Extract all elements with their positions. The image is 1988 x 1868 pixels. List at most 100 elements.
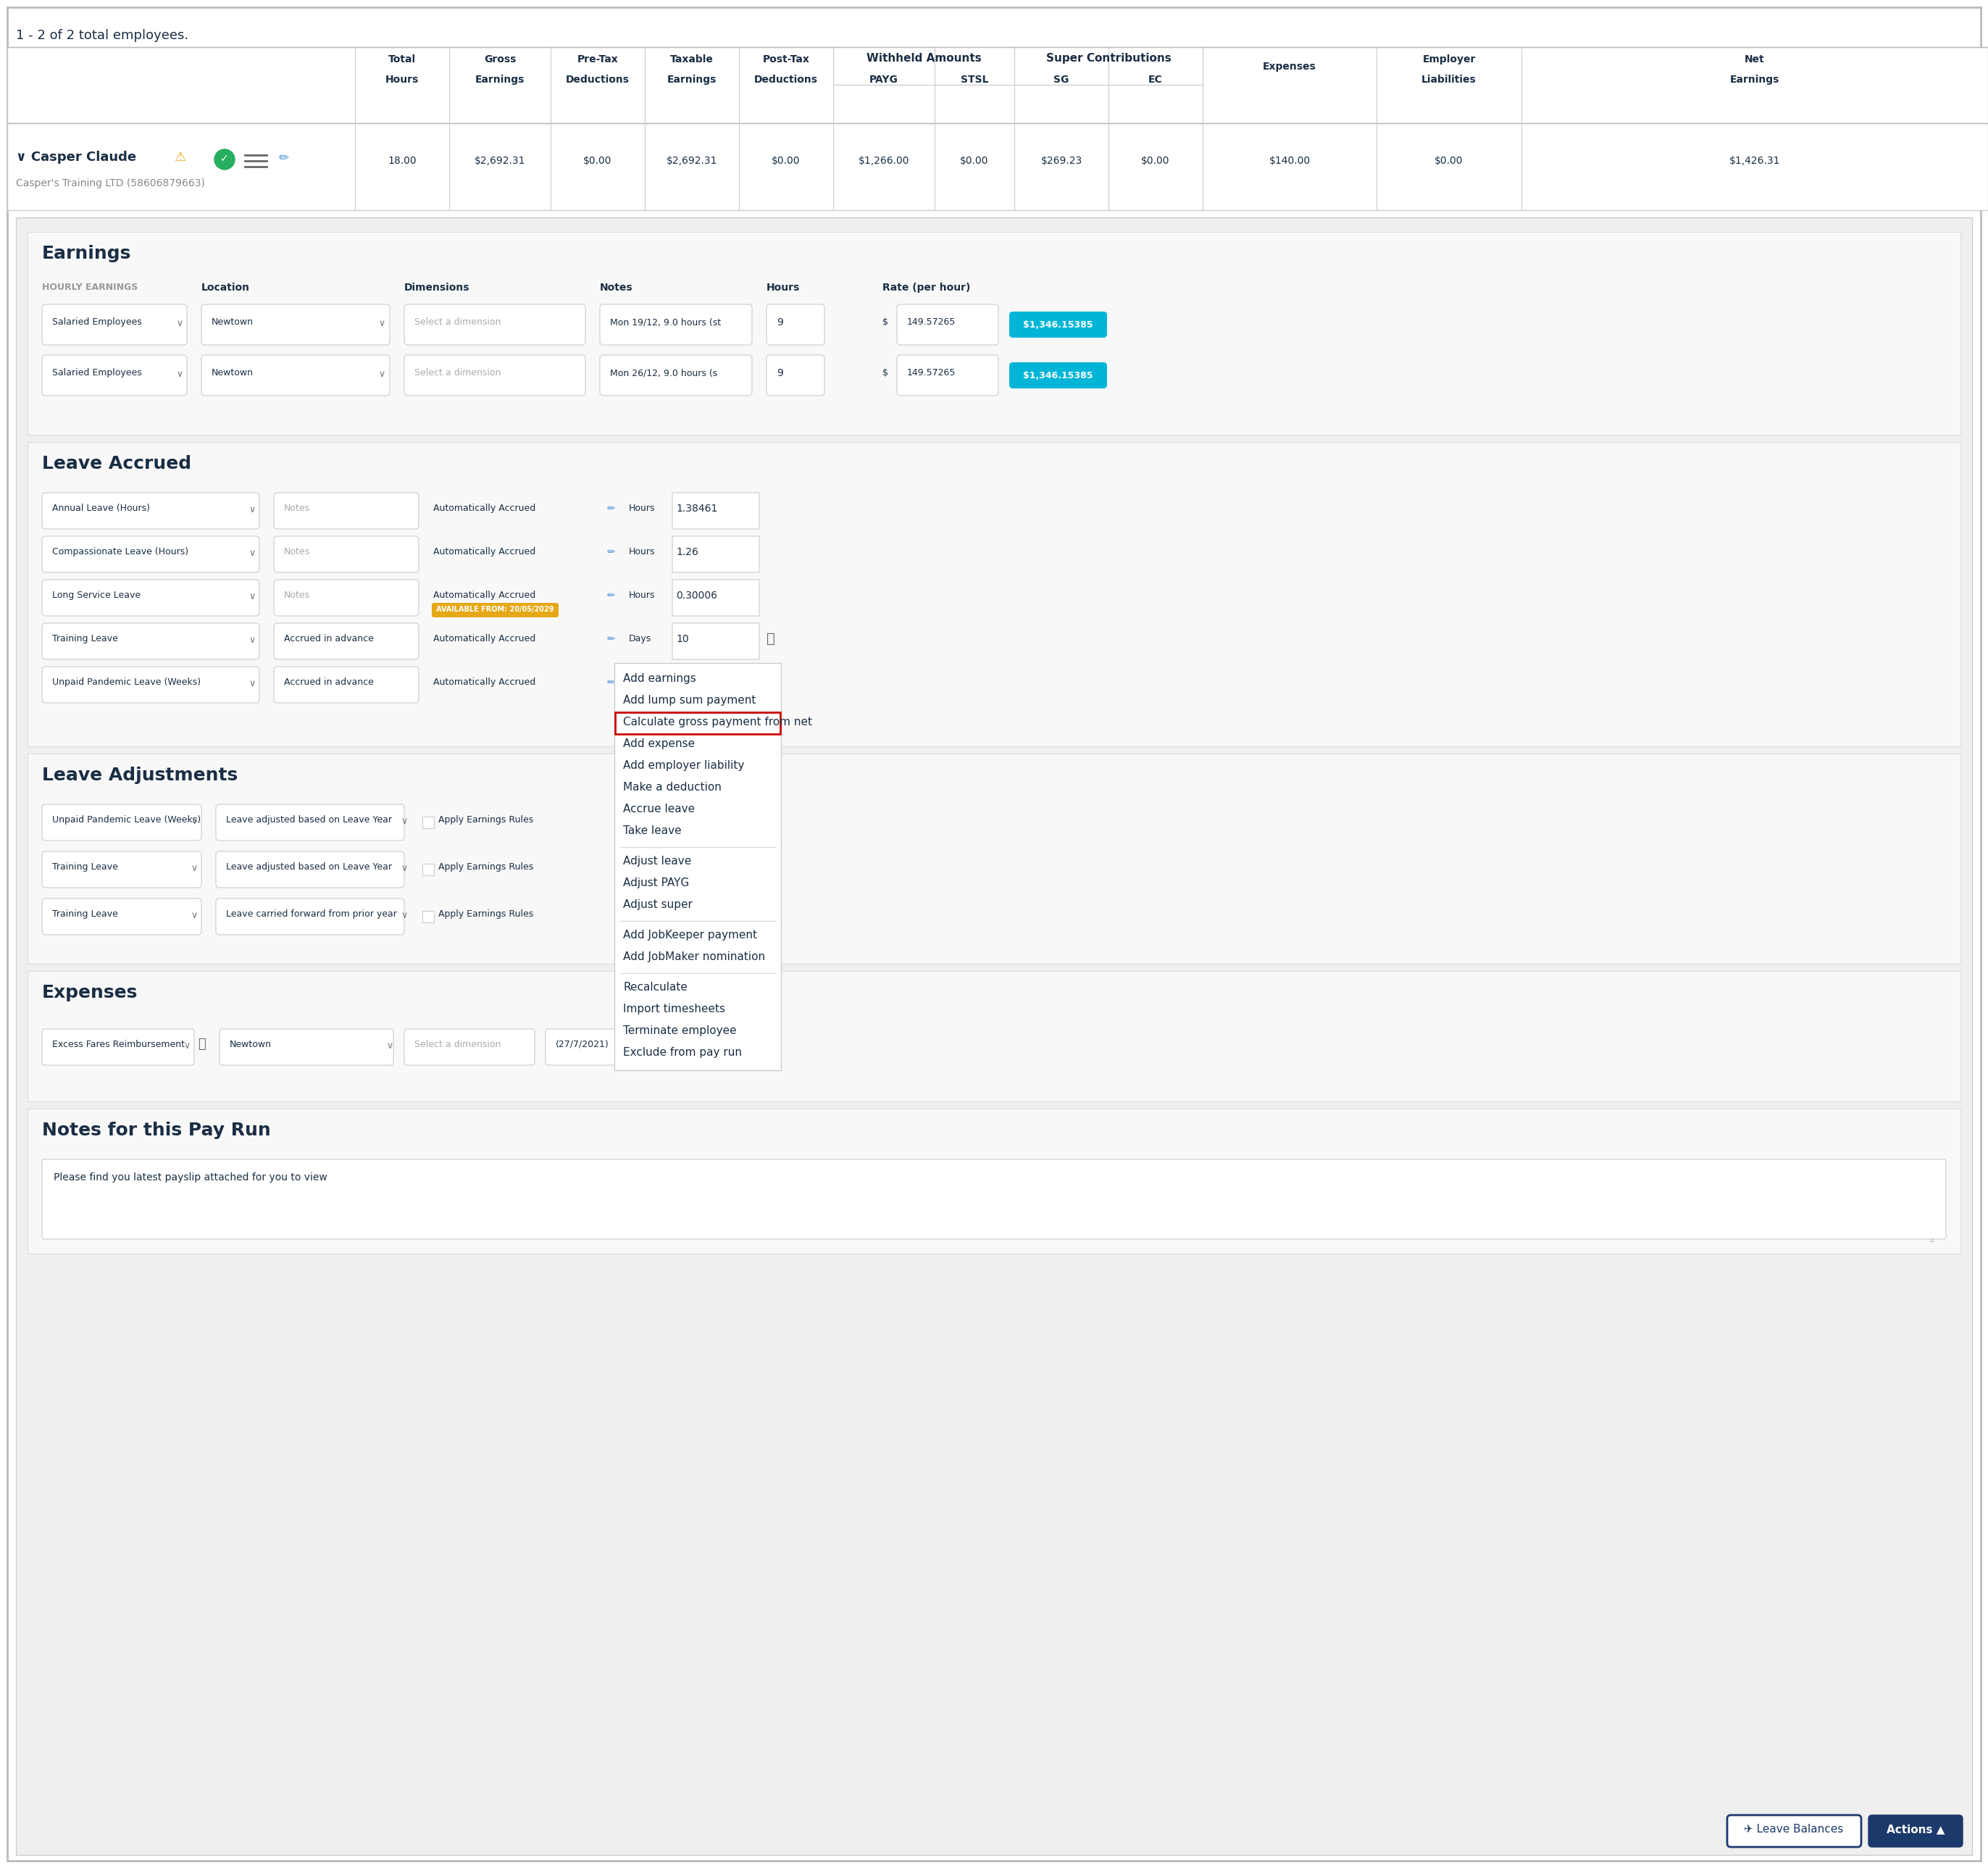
Text: Location: Location: [201, 282, 250, 293]
FancyBboxPatch shape: [42, 355, 187, 396]
Text: Unpaid Pandemic Leave (Weeks): Unpaid Pandemic Leave (Weeks): [52, 678, 201, 687]
Text: ✈ Leave Balances: ✈ Leave Balances: [1743, 1823, 1843, 1834]
Text: ∨: ∨: [378, 319, 386, 329]
Text: Earnings: Earnings: [668, 75, 716, 84]
Text: Rate (per hour): Rate (per hour): [883, 282, 970, 293]
Text: Training Leave: Training Leave: [52, 910, 117, 919]
Bar: [28, 1108, 1960, 1253]
Text: Withheld Amounts: Withheld Amounts: [867, 52, 982, 64]
Text: ∨: ∨: [191, 816, 197, 826]
Text: 18.00: 18.00: [388, 155, 415, 166]
Text: ✏: ✏: [606, 633, 616, 644]
Text: Mon 19/12, 9.0 hours (st: Mon 19/12, 9.0 hours (st: [610, 318, 722, 327]
Text: ✏: ✏: [606, 590, 616, 601]
Text: Apply Earnings Rules: Apply Earnings Rules: [437, 910, 533, 919]
Text: Salaried Employees: Salaried Employees: [52, 368, 141, 377]
Text: Add lump sum payment: Add lump sum payment: [622, 695, 755, 706]
Text: Post-Tax: Post-Tax: [763, 54, 809, 65]
Text: HOURLY EARNINGS: HOURLY EARNINGS: [42, 282, 137, 291]
Text: Select a dimension: Select a dimension: [414, 368, 501, 377]
Text: Super Contributions: Super Contributions: [1046, 52, 1171, 64]
Text: 9: 9: [777, 318, 783, 327]
Text: (27/7/2021): (27/7/2021): [557, 1040, 608, 1050]
Text: Hours: Hours: [767, 282, 799, 293]
Bar: [1014, 47, 1203, 84]
FancyBboxPatch shape: [217, 899, 404, 934]
FancyBboxPatch shape: [201, 304, 390, 346]
Text: Automatically Accrued: Automatically Accrued: [433, 547, 535, 557]
Text: Add employer liability: Add employer liability: [622, 760, 744, 771]
Text: EC: EC: [1149, 75, 1163, 84]
Text: Import timesheets: Import timesheets: [622, 1003, 726, 1014]
FancyBboxPatch shape: [274, 536, 419, 572]
Text: Accrue leave: Accrue leave: [622, 803, 696, 814]
FancyBboxPatch shape: [404, 355, 584, 396]
Text: Expenses: Expenses: [42, 984, 137, 1001]
Text: $0.00: $0.00: [1435, 155, 1463, 166]
Text: 10: 10: [676, 633, 688, 644]
FancyBboxPatch shape: [1010, 312, 1107, 338]
Bar: [28, 232, 1960, 435]
FancyBboxPatch shape: [274, 624, 419, 659]
Text: Employer: Employer: [1421, 54, 1475, 65]
Text: Recalculate: Recalculate: [622, 983, 688, 992]
Text: Hours: Hours: [386, 75, 419, 84]
Text: Annual Leave (Hours): Annual Leave (Hours): [52, 504, 149, 514]
Text: ✏: ✏: [278, 151, 288, 164]
Text: Notes: Notes: [284, 590, 310, 600]
Text: Earnings: Earnings: [1730, 75, 1779, 84]
Text: $0.00: $0.00: [960, 155, 988, 166]
Text: Notes: Notes: [284, 547, 310, 557]
Text: Automatically Accrued: Automatically Accrued: [433, 633, 535, 643]
FancyBboxPatch shape: [600, 304, 751, 346]
Text: Total: Total: [388, 54, 415, 65]
Bar: [16, 217, 1972, 1855]
Text: Casper's Training LTD (58606879663): Casper's Training LTD (58606879663): [16, 177, 205, 189]
Text: 149.57265: 149.57265: [907, 318, 956, 327]
Text: Net: Net: [1745, 54, 1765, 65]
Text: ∨: ∨: [248, 549, 254, 559]
Text: Calculate gross payment from net: Calculate gross payment from net: [622, 717, 813, 727]
Bar: [614, 663, 781, 1070]
Text: 2: 2: [676, 678, 682, 687]
Text: ∨: ∨: [248, 592, 254, 601]
Bar: [614, 712, 779, 734]
Text: ∨: ∨: [177, 319, 183, 329]
FancyBboxPatch shape: [1728, 1816, 1861, 1847]
Text: ∨: ∨: [183, 1040, 191, 1050]
Text: 0.30006: 0.30006: [676, 590, 718, 601]
FancyBboxPatch shape: [42, 852, 201, 887]
FancyBboxPatch shape: [274, 667, 419, 702]
Bar: [421, 863, 433, 876]
Text: Add JobMaker nomination: Add JobMaker nomination: [622, 951, 765, 962]
Text: $2,692.31: $2,692.31: [475, 155, 525, 166]
Text: Terminate employee: Terminate employee: [622, 1026, 736, 1037]
Text: Adjust PAYG: Adjust PAYG: [622, 878, 690, 889]
Text: ⌟: ⌟: [1928, 1233, 1932, 1244]
Text: Hours: Hours: [628, 547, 656, 557]
Text: Mon 26/12, 9.0 hours (s: Mon 26/12, 9.0 hours (s: [610, 368, 718, 377]
Text: 📅: 📅: [767, 676, 775, 689]
FancyBboxPatch shape: [404, 304, 584, 346]
Text: ⚠: ⚠: [173, 151, 185, 164]
Text: $269.23: $269.23: [1040, 155, 1081, 166]
Text: Apply Earnings Rules: Apply Earnings Rules: [437, 814, 533, 824]
Bar: [8, 47, 1988, 123]
Text: $: $: [883, 318, 889, 327]
Text: ✏: ✏: [606, 504, 616, 514]
FancyBboxPatch shape: [897, 355, 998, 396]
FancyBboxPatch shape: [1010, 362, 1107, 389]
FancyBboxPatch shape: [767, 355, 825, 396]
Text: $0.00: $0.00: [582, 155, 612, 166]
Text: Taxable: Taxable: [670, 54, 714, 65]
Text: Adjust leave: Adjust leave: [622, 856, 692, 867]
Text: Automatically Accrued: Automatically Accrued: [433, 504, 535, 514]
FancyBboxPatch shape: [201, 355, 390, 396]
Text: Hours: Hours: [628, 504, 656, 514]
Text: Leave carried forward from prior year: Leave carried forward from prior year: [227, 910, 398, 919]
Text: Long Service Leave: Long Service Leave: [52, 590, 141, 600]
Text: Deductions: Deductions: [753, 75, 817, 84]
Text: ✓: ✓: [221, 153, 229, 164]
Text: Salaried Employees: Salaried Employees: [52, 318, 141, 327]
Text: Add JobKeeper payment: Add JobKeeper payment: [622, 930, 757, 940]
